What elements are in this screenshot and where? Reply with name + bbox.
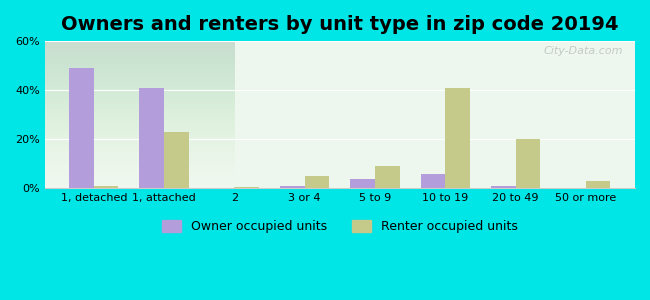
Bar — [586, 181, 610, 188]
Bar — [235, 187, 259, 188]
Title: Owners and renters by unit type in zip code 20194: Owners and renters by unit type in zip c… — [61, 15, 619, 34]
Bar — [350, 178, 375, 188]
Bar — [280, 186, 305, 188]
Bar — [491, 186, 515, 188]
Bar — [515, 140, 540, 188]
Bar — [69, 68, 94, 188]
Bar — [421, 174, 445, 188]
Bar — [140, 88, 164, 188]
Bar — [94, 186, 118, 188]
Bar — [164, 132, 188, 188]
Text: City-Data.com: City-Data.com — [543, 46, 623, 56]
Bar — [445, 88, 470, 188]
Legend: Owner occupied units, Renter occupied units: Owner occupied units, Renter occupied un… — [157, 214, 523, 238]
Bar — [375, 167, 400, 188]
Bar — [305, 176, 330, 188]
